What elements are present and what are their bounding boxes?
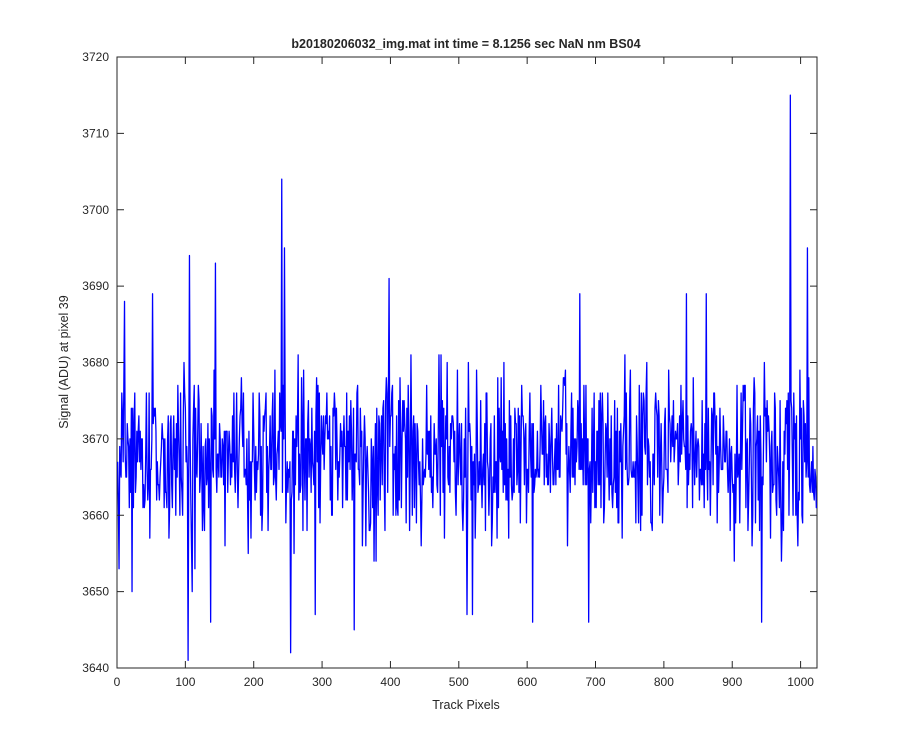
x-axis-label: Track Pixels bbox=[432, 698, 500, 712]
x-tick-label-200: 200 bbox=[244, 675, 264, 689]
y-tick-label-3660: 3660 bbox=[82, 508, 109, 522]
y-tick-label-3650: 3650 bbox=[82, 585, 109, 599]
y-tick-label-3670: 3670 bbox=[82, 432, 109, 446]
y-tick-label-3680: 3680 bbox=[82, 356, 109, 370]
y-tick-label-3700: 3700 bbox=[82, 203, 109, 217]
y-tick-label-3710: 3710 bbox=[82, 126, 109, 140]
x-tick-label-1000: 1000 bbox=[787, 675, 814, 689]
y-axis-ticks: 3640 3650 3660 3670 3680 3690 3700 3710 3720 bbox=[82, 50, 817, 675]
x-tick-label-900: 900 bbox=[722, 675, 742, 689]
x-tick-label-600: 600 bbox=[517, 675, 537, 689]
chart-title: b20180206032_img.mat int time = 8.1256 s… bbox=[291, 37, 640, 51]
x-tick-label-0: 0 bbox=[114, 675, 121, 689]
y-tick-label-3690: 3690 bbox=[82, 279, 109, 293]
y-axis-label: Signal (ADU) at pixel 39 bbox=[57, 295, 71, 428]
x-tick-label-700: 700 bbox=[586, 675, 606, 689]
signal-series-line bbox=[117, 94, 817, 662]
x-tick-label-800: 800 bbox=[654, 675, 674, 689]
y-tick-label-3720: 3720 bbox=[82, 50, 109, 64]
x-tick-label-300: 300 bbox=[312, 675, 332, 689]
x-tick-label-100: 100 bbox=[175, 675, 195, 689]
x-axis-ticks: 0 100 200 300 400 500 600 700 800 900 1000 bbox=[114, 57, 814, 689]
x-tick-label-500: 500 bbox=[449, 675, 469, 689]
x-tick-label-400: 400 bbox=[380, 675, 400, 689]
y-tick-label-3640: 3640 bbox=[82, 661, 109, 675]
